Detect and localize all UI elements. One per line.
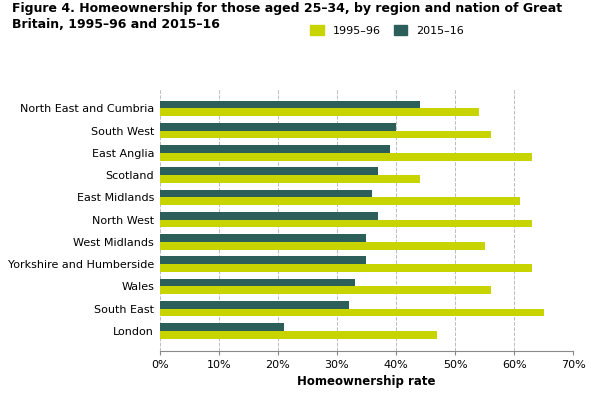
- Bar: [160, 108, 479, 116]
- Bar: [160, 278, 355, 287]
- Bar: [160, 197, 520, 205]
- Bar: [160, 309, 544, 316]
- Bar: [160, 167, 378, 175]
- Bar: [160, 256, 366, 264]
- Bar: [160, 212, 378, 220]
- Bar: [160, 101, 420, 108]
- Text: Britain, 1995–96 and 2015–16: Britain, 1995–96 and 2015–16: [12, 18, 220, 31]
- Bar: [160, 153, 532, 161]
- Bar: [160, 287, 491, 294]
- Text: Figure 4. Homeownership for those aged 25–34, by region and nation of Great: Figure 4. Homeownership for those aged 2…: [12, 2, 562, 15]
- Bar: [160, 234, 366, 242]
- Bar: [160, 123, 396, 131]
- Bar: [160, 220, 532, 227]
- Bar: [160, 145, 390, 153]
- Bar: [160, 331, 437, 339]
- Bar: [160, 264, 532, 272]
- Bar: [160, 131, 491, 138]
- Legend: 1995–96, 2015–16: 1995–96, 2015–16: [306, 21, 468, 40]
- Bar: [160, 189, 372, 197]
- Bar: [160, 242, 485, 250]
- Bar: [160, 175, 420, 183]
- Bar: [160, 323, 284, 331]
- X-axis label: Homeownership rate: Homeownership rate: [297, 375, 436, 388]
- Bar: [160, 301, 349, 309]
